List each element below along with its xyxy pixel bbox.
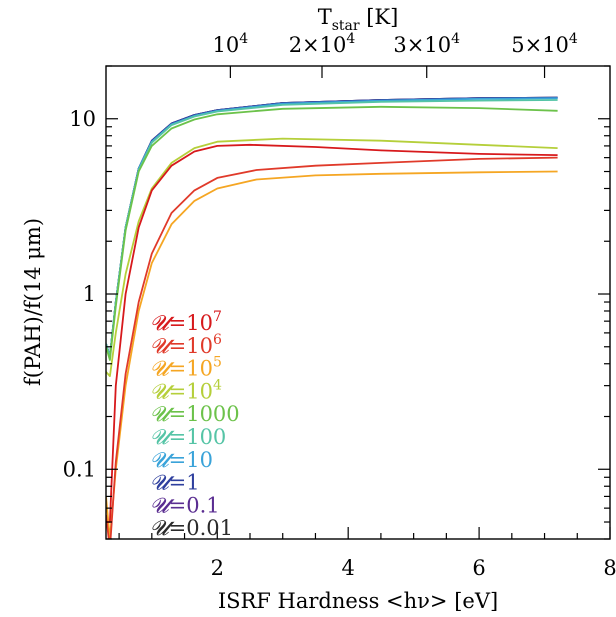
legend-entry-3: 𝓤=104 (150, 377, 222, 403)
series-line-6 (106, 137, 558, 377)
legend-entry-4: 𝓤=1000 (150, 402, 240, 426)
x-axis-label: ISRF Hardness <hν> [eV] (218, 589, 498, 613)
x-tick-label-2: 6 (472, 556, 485, 580)
top-axis-label: Tstar [K] (318, 5, 399, 34)
top-axis-label-sub: star (332, 18, 360, 34)
legend-entry-1: 𝓤=106 (150, 332, 222, 358)
x-tick-label-0: 2 (211, 556, 224, 580)
series-line-5 (106, 105, 558, 361)
top-tick-label-1: 2×104 (289, 31, 356, 57)
y-axis-label: f(PAH)/f(14 μm) (21, 218, 45, 386)
series-line-8 (106, 156, 558, 539)
legend-entry-2: 𝓤=105 (150, 355, 222, 381)
top-axis-label-main: T (318, 5, 332, 29)
ticks-layer (106, 65, 611, 540)
top-axis-label-unit: [K] (360, 5, 399, 29)
legend-entry-9: 𝓤=0.01 (150, 516, 233, 540)
top-tick-label-3: 5×104 (511, 31, 578, 57)
legend: 𝓤=107𝓤=106𝓤=105𝓤=104𝓤=1000𝓤=100𝓤=10𝓤=1𝓤=… (150, 309, 240, 540)
top-tick-label-0: 104 (213, 31, 249, 57)
legend-entry-7: 𝓤=1 (150, 471, 200, 495)
legend-entry-5: 𝓤=100 (150, 425, 226, 449)
x-tick-label-1: 4 (341, 556, 354, 580)
legend-entry-0: 𝓤=107 (150, 309, 222, 335)
y-tick-label-0: 0.1 (63, 457, 96, 481)
series-line-9 (106, 143, 558, 523)
y-tick-label-2: 10 (69, 107, 96, 131)
legend-entry-8: 𝓤=0.1 (150, 493, 220, 517)
y-tick-label-1: 1 (83, 282, 96, 306)
legend-entry-6: 𝓤=10 (150, 448, 213, 472)
top-tick-label-2: 3×104 (393, 31, 460, 57)
labels-layer: 2 4 6 8 0.1 1 10 104 2×104 3×104 5×104 (63, 31, 616, 580)
x-tick-label-3: 8 (603, 556, 616, 580)
series-layer (106, 96, 558, 539)
